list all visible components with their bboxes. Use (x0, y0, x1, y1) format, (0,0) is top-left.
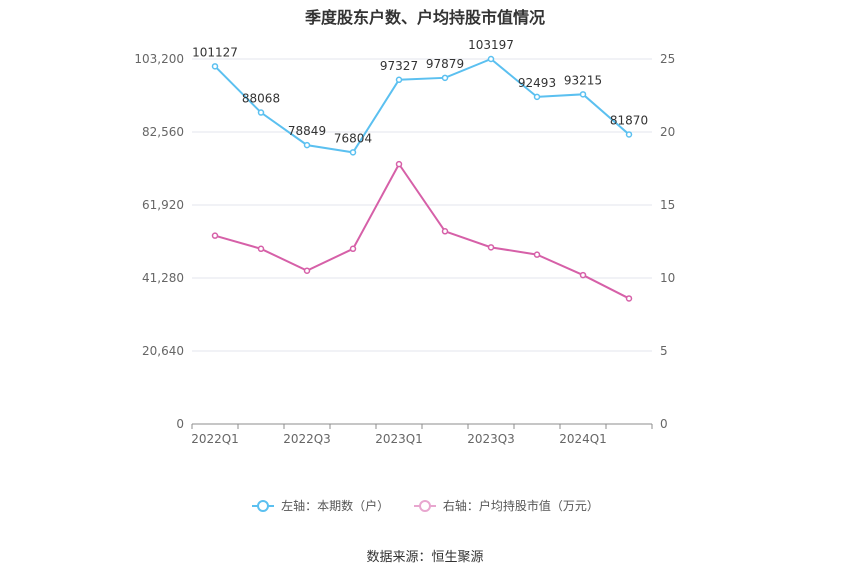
data-point-series-2 (487, 244, 495, 251)
data-point-series-1 (441, 74, 449, 82)
data-point-series-2 (441, 228, 449, 235)
data-point-series-1 (349, 149, 357, 156)
x-tick-label: 2022Q1 (191, 432, 239, 446)
chart-title: 季度股东户数、户均持股市值情况 (304, 8, 545, 27)
y-left-tick-label: 61,920 (142, 198, 184, 212)
x-tick-label: 2023Q3 (467, 432, 515, 446)
data-label: 97327 (380, 59, 418, 73)
series (211, 55, 633, 302)
data-point-series-1 (395, 76, 403, 84)
legend-label-avg-value: 右轴：户均持股市值（万元） (442, 499, 599, 513)
data-point-series-1 (487, 55, 495, 63)
series-line-2 (214, 162, 630, 300)
data-label: 88068 (242, 92, 280, 106)
data-point-series-2 (579, 271, 587, 279)
y-left-tick-label: 103,200 (134, 52, 184, 66)
data-label: 103197 (468, 38, 514, 52)
y-left-tick-label: 41,280 (142, 271, 184, 285)
data-point-series-2 (625, 295, 633, 302)
x-tick-label: 2023Q1 (375, 432, 423, 446)
legend-label-households: 左轴：本期数（户） (281, 499, 390, 513)
legend-item-households[interactable]: 左轴：本期数（户） (251, 497, 389, 514)
data-point-series-2 (533, 251, 541, 258)
y-right-tick-label: 25 (660, 52, 675, 66)
data-source: 数据来源：恒生聚源 (366, 550, 484, 565)
data-label: 76804 (334, 131, 372, 145)
grid-lines (192, 58, 652, 352)
y-left-tick-label: 0 (176, 417, 184, 431)
data-label: 78849 (288, 124, 326, 138)
data-label: 97879 (426, 57, 464, 71)
data-point-series-2 (395, 160, 403, 168)
y-right-tick-label: 20 (660, 125, 675, 139)
y-right-tick-label: 15 (660, 198, 675, 212)
data-labels: 101127 88068 78849 76804 97327 97879 103197 924… (192, 38, 648, 145)
data-point-series-1 (533, 93, 541, 101)
y-left-tick-label: 82,560 (142, 125, 184, 139)
legend-item-avg-value[interactable]: 右轴：户均持股市值（万元） (413, 497, 599, 514)
data-label: 101127 (192, 45, 238, 59)
data-point-series-2 (349, 245, 357, 253)
data-point-series-1 (625, 131, 633, 138)
y-right-tick-label: 10 (660, 271, 675, 285)
data-label: 93215 (564, 73, 602, 87)
data-label: 92493 (518, 76, 556, 90)
data-point-series-2 (257, 245, 265, 253)
data-label: 81870 (610, 113, 648, 127)
x-tick-label: 2022Q3 (283, 432, 331, 446)
y-right-tick-label: 0 (660, 417, 668, 431)
legend-line-marker-icon (252, 499, 275, 512)
data-point-series-2 (303, 267, 311, 274)
series-line-1 (214, 57, 630, 154)
axes: 0 20,640 41,280 61,920 82,560 103,200 0 5 10 15 20… (134, 52, 675, 446)
data-point-series-1 (579, 91, 587, 98)
data-point-series-1 (211, 63, 219, 70)
x-tick-label: 2024Q1 (559, 432, 607, 446)
legend: 左轴：本期数（户） 右轴：户均持股市值（万元） (0, 497, 850, 516)
legend-line-marker-icon (413, 499, 436, 512)
data-point-series-2 (211, 232, 219, 239)
data-point-series-1 (257, 109, 265, 116)
y-right-tick-label: 5 (660, 344, 668, 358)
y-left-tick-label: 20,640 (142, 344, 184, 358)
data-point-series-1 (303, 141, 311, 149)
